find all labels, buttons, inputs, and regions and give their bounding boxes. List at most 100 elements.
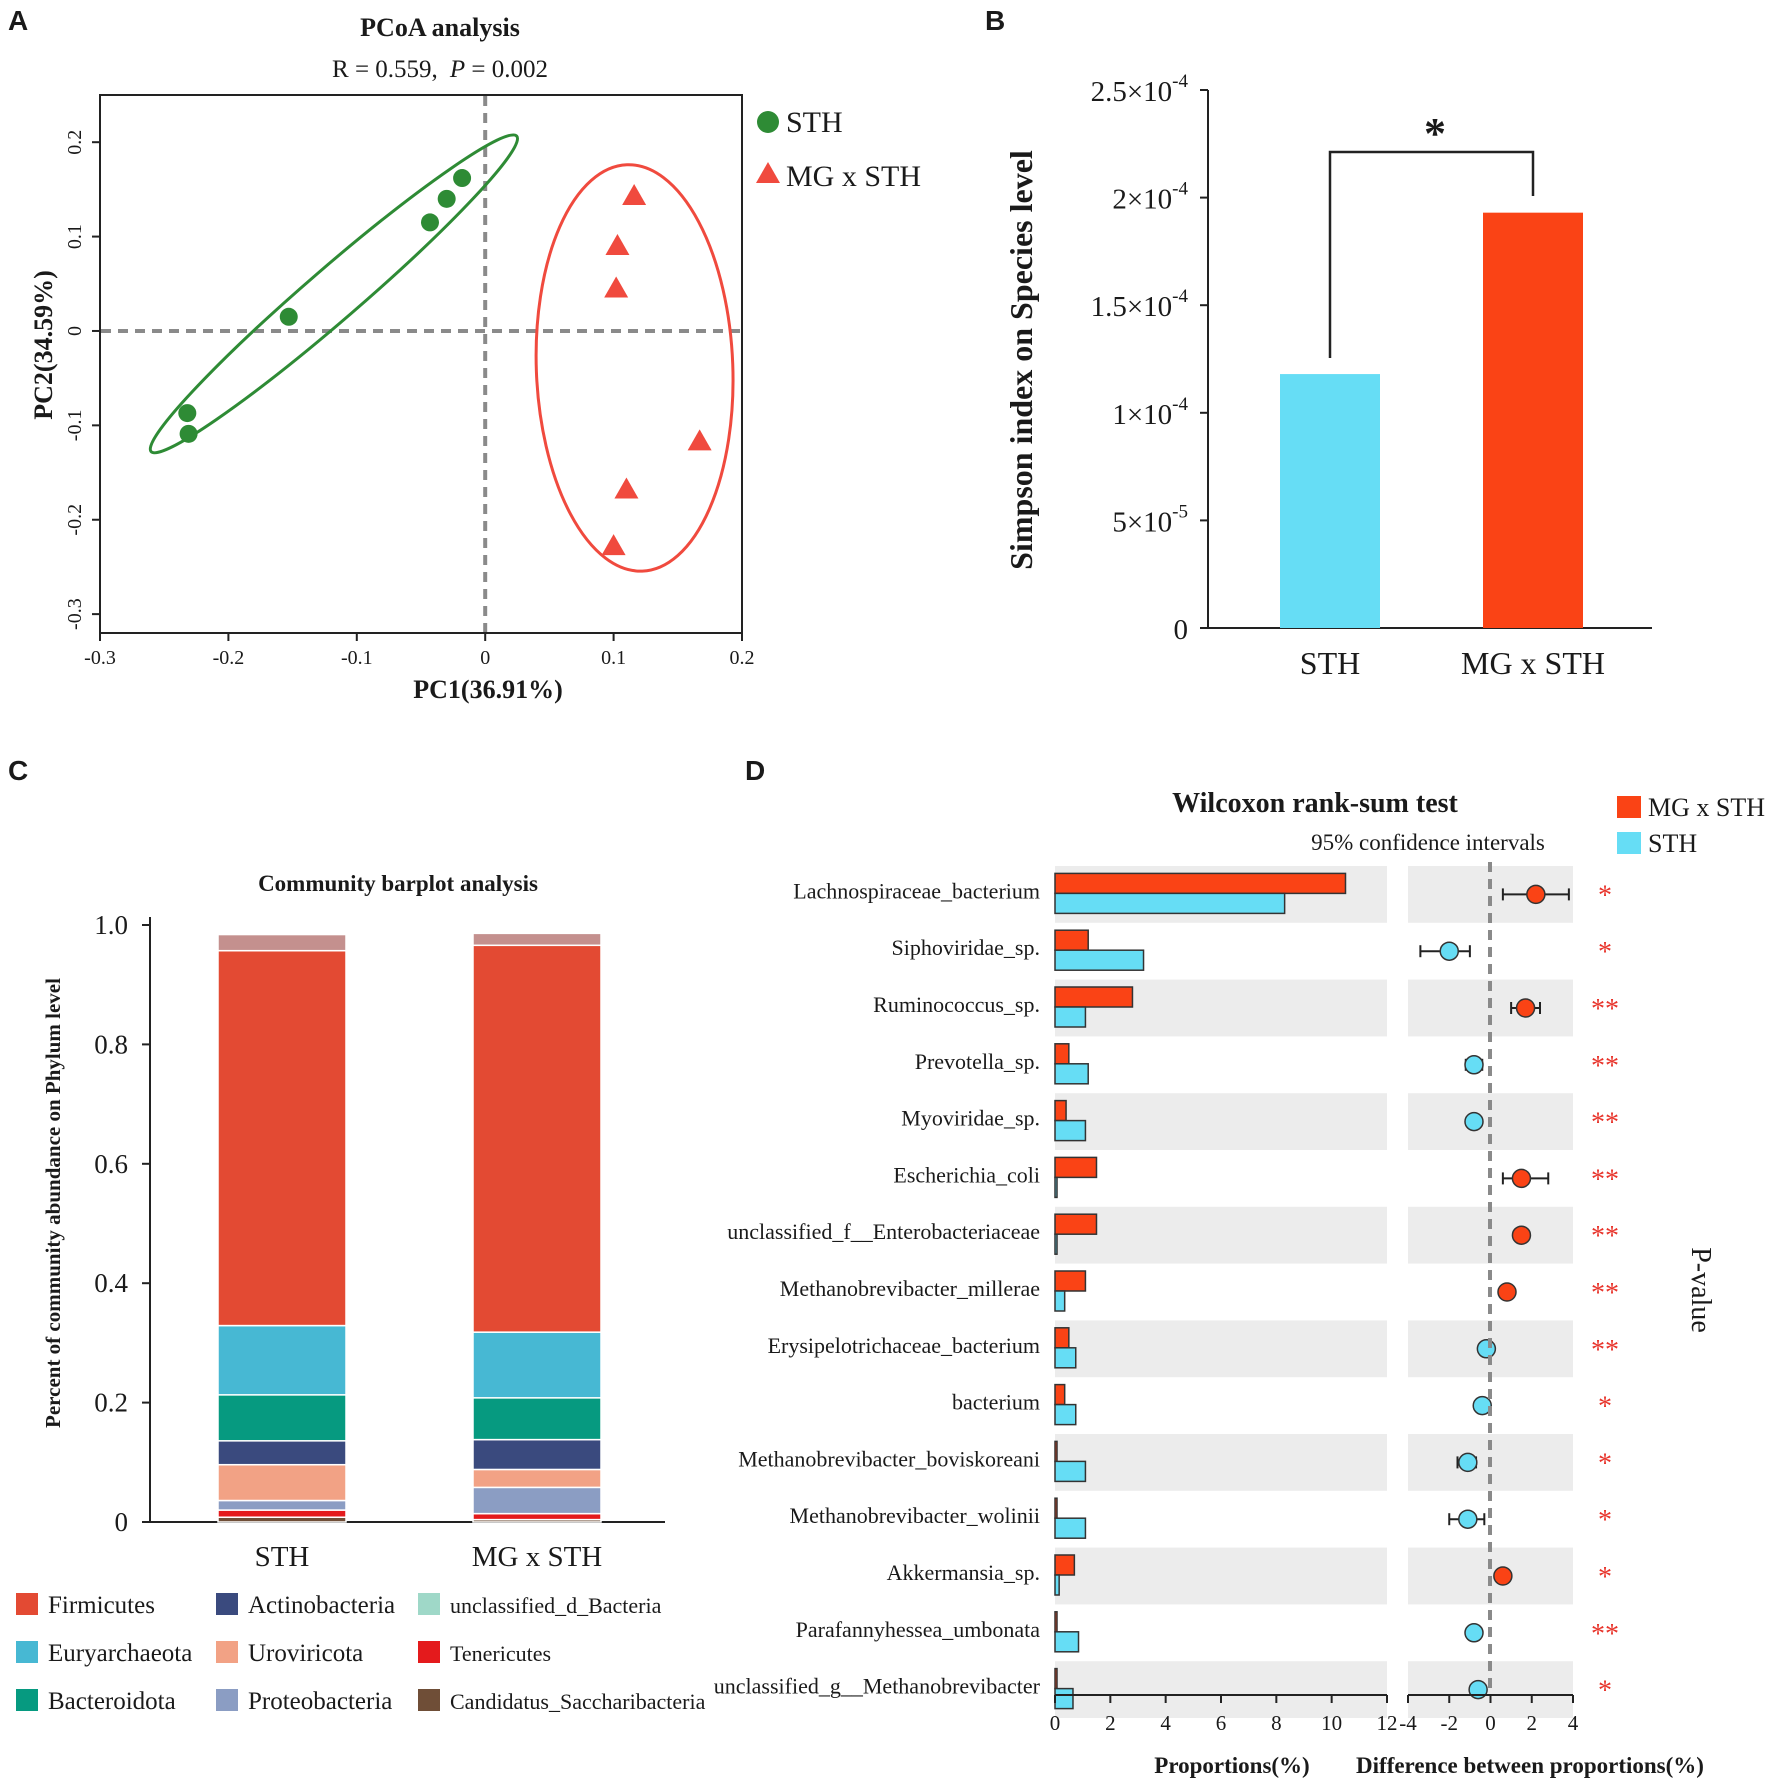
pcoa-ytick-label: 0.2 bbox=[64, 130, 86, 155]
simpson-ytick-label: 5×10-5 bbox=[1112, 501, 1188, 538]
taxon-label: Methanobrevibacter_millerae bbox=[780, 1276, 1040, 1301]
pcoa-zero-lines bbox=[101, 96, 741, 632]
row-band bbox=[1055, 1320, 1387, 1378]
difference-point bbox=[1472, 1395, 1492, 1416]
ci-label: 95% confidence intervals bbox=[1311, 830, 1545, 855]
taxon-label: unclassified_f__Enterobacteriaceae bbox=[727, 1219, 1040, 1244]
difference-point bbox=[1515, 998, 1536, 1018]
simpson-ytick-mantissa: 1.5×10 bbox=[1091, 291, 1173, 323]
simpson-ytick-mantissa: 5×10 bbox=[1112, 506, 1172, 538]
p-value-stars: ** bbox=[1591, 1108, 1619, 1139]
proportions-xtick-label: 6 bbox=[1216, 1711, 1227, 1735]
mg-sth-proportion-bar bbox=[1054, 1270, 1087, 1292]
simpson-bar bbox=[1483, 212, 1583, 628]
row-band bbox=[1055, 1547, 1387, 1605]
mg-sth-point bbox=[605, 234, 630, 256]
community-legend-swatch bbox=[16, 1641, 38, 1663]
difference-point bbox=[1458, 1452, 1478, 1473]
legend-triangle-icon bbox=[756, 162, 780, 183]
difference-xtick-label: -2 bbox=[1441, 1711, 1459, 1735]
sth-point bbox=[279, 307, 298, 326]
simpson-x-axis: STH MG x STH bbox=[1300, 645, 1605, 681]
community-legend-label: Proteobacteria bbox=[248, 1688, 392, 1715]
legend-circle-icon bbox=[757, 111, 779, 133]
mg-sth-point bbox=[614, 477, 639, 499]
sth-proportion-bar bbox=[1054, 1403, 1077, 1426]
panel-d: D Wilcoxon rank-sum test 95% confidence … bbox=[714, 755, 1765, 1778]
panel-b-letter: B bbox=[985, 5, 1005, 36]
mg-sth-proportion-bar bbox=[1054, 1611, 1058, 1633]
simpson-ytick-mantissa: 2×10 bbox=[1112, 184, 1172, 216]
significance-star: * bbox=[1424, 109, 1446, 158]
community-legend-label: Euryarchaeota bbox=[48, 1640, 192, 1667]
wilcoxon-legend-label: STH bbox=[1648, 829, 1697, 858]
community-legend-swatch bbox=[418, 1641, 440, 1663]
pcoa-points bbox=[178, 169, 712, 556]
simpson-ytick-label: 2×10-4 bbox=[1112, 179, 1188, 216]
p-value-stars: * bbox=[1598, 937, 1612, 968]
sth-proportion-bar bbox=[1054, 1460, 1087, 1483]
mg-sth-proportion-bar bbox=[1054, 1554, 1076, 1576]
wilcoxon-legend-swatch bbox=[1617, 796, 1641, 818]
p-value-stars: * bbox=[1598, 1505, 1612, 1536]
difference-xtick-label: 2 bbox=[1527, 1711, 1538, 1735]
community-legend-label: unclassified_d_Bacteria bbox=[450, 1593, 662, 1618]
pcoa-ellipses bbox=[148, 133, 735, 573]
taxon-label: Methanobrevibacter_boviskoreani bbox=[738, 1446, 1040, 1471]
community-bar-segment bbox=[472, 1397, 602, 1441]
panel-b: B 2.5×10-42×10-41.5×10-41×10-45×10-50 ST… bbox=[985, 5, 1652, 681]
proportions-xtick-label: 10 bbox=[1321, 1711, 1342, 1735]
simpson-ytick-label: 1.5×10-4 bbox=[1091, 286, 1189, 323]
simpson-ytick-exponent: -4 bbox=[1172, 286, 1188, 307]
mg-sth-proportion-bar bbox=[1054, 986, 1134, 1008]
row-band bbox=[1055, 1206, 1387, 1264]
community-legend-label: Candidatus_Saccharibacteria bbox=[450, 1689, 706, 1714]
community-bar-segment bbox=[472, 1331, 602, 1399]
panel-a: A PCoA analysis R = 0.559, P = 0.002 -0.3… bbox=[8, 5, 921, 704]
community-xtick-label: STH bbox=[255, 1541, 310, 1573]
taxon-label: Myoviridae_sp. bbox=[901, 1106, 1040, 1131]
sth-point bbox=[178, 404, 197, 423]
mg-sth-point bbox=[622, 183, 647, 205]
community-legend-label: Firmicutes bbox=[48, 1592, 155, 1619]
community-legend-swatch bbox=[418, 1593, 440, 1615]
community-bar-segment bbox=[217, 1509, 347, 1518]
wilcoxon-row-backgrounds bbox=[1055, 866, 1573, 1718]
sth-proportion-bar bbox=[1054, 1119, 1087, 1142]
p-value-stars: * bbox=[1598, 1392, 1612, 1423]
difference-point bbox=[1511, 1225, 1532, 1245]
sth-proportion-bar bbox=[1054, 1176, 1058, 1199]
difference-point bbox=[1493, 1566, 1513, 1586]
community-xtick-label: MG x STH bbox=[472, 1541, 603, 1573]
mg-sth-proportion-bar bbox=[1054, 1213, 1098, 1235]
simpson-xtick-label: STH bbox=[1300, 645, 1360, 681]
difference-point bbox=[1464, 1111, 1484, 1132]
taxon-label: Ruminococcus_sp. bbox=[873, 992, 1040, 1017]
p-value-label: P-value bbox=[1685, 1247, 1716, 1333]
pcoa-legend: STH MG x STH bbox=[756, 106, 921, 193]
simpson-bar bbox=[1280, 374, 1380, 628]
sth-proportion-bar bbox=[1054, 1687, 1074, 1710]
p-value-stars: * bbox=[1598, 880, 1612, 911]
mg-sth-proportion-bar bbox=[1054, 1099, 1067, 1122]
taxon-label: Akkermansia_sp. bbox=[887, 1560, 1040, 1585]
community-bar-segment bbox=[217, 949, 347, 1327]
community-ytick-label: 0.2 bbox=[94, 1388, 128, 1418]
community-ytick-label: 0.4 bbox=[94, 1268, 128, 1298]
difference-point bbox=[1464, 1623, 1484, 1643]
mg-sth-proportion-bar bbox=[1054, 1156, 1098, 1179]
community-bar-segment bbox=[472, 1486, 602, 1515]
pcoa-xtick-label: 0.2 bbox=[730, 647, 755, 669]
pcoa-xlabel: PC1(36.91%) bbox=[413, 675, 562, 704]
pcoa-ylabel: PC2(34.59%) bbox=[29, 270, 58, 419]
taxon-label: Lachnospiraceae_bacterium bbox=[793, 878, 1040, 903]
sth-ellipse bbox=[148, 133, 520, 455]
pcoa-ytick-label: 0.1 bbox=[64, 224, 86, 249]
difference-point bbox=[1497, 1282, 1517, 1302]
mg-sth-proportion-bar bbox=[1054, 1497, 1058, 1519]
difference-xlabel: Difference between proportions(%) bbox=[1356, 1753, 1704, 1778]
row-band bbox=[1055, 1661, 1387, 1718]
community-legend-swatch bbox=[216, 1641, 238, 1663]
community-ylabel: Percent of community abundance on Phylum… bbox=[41, 978, 65, 1428]
